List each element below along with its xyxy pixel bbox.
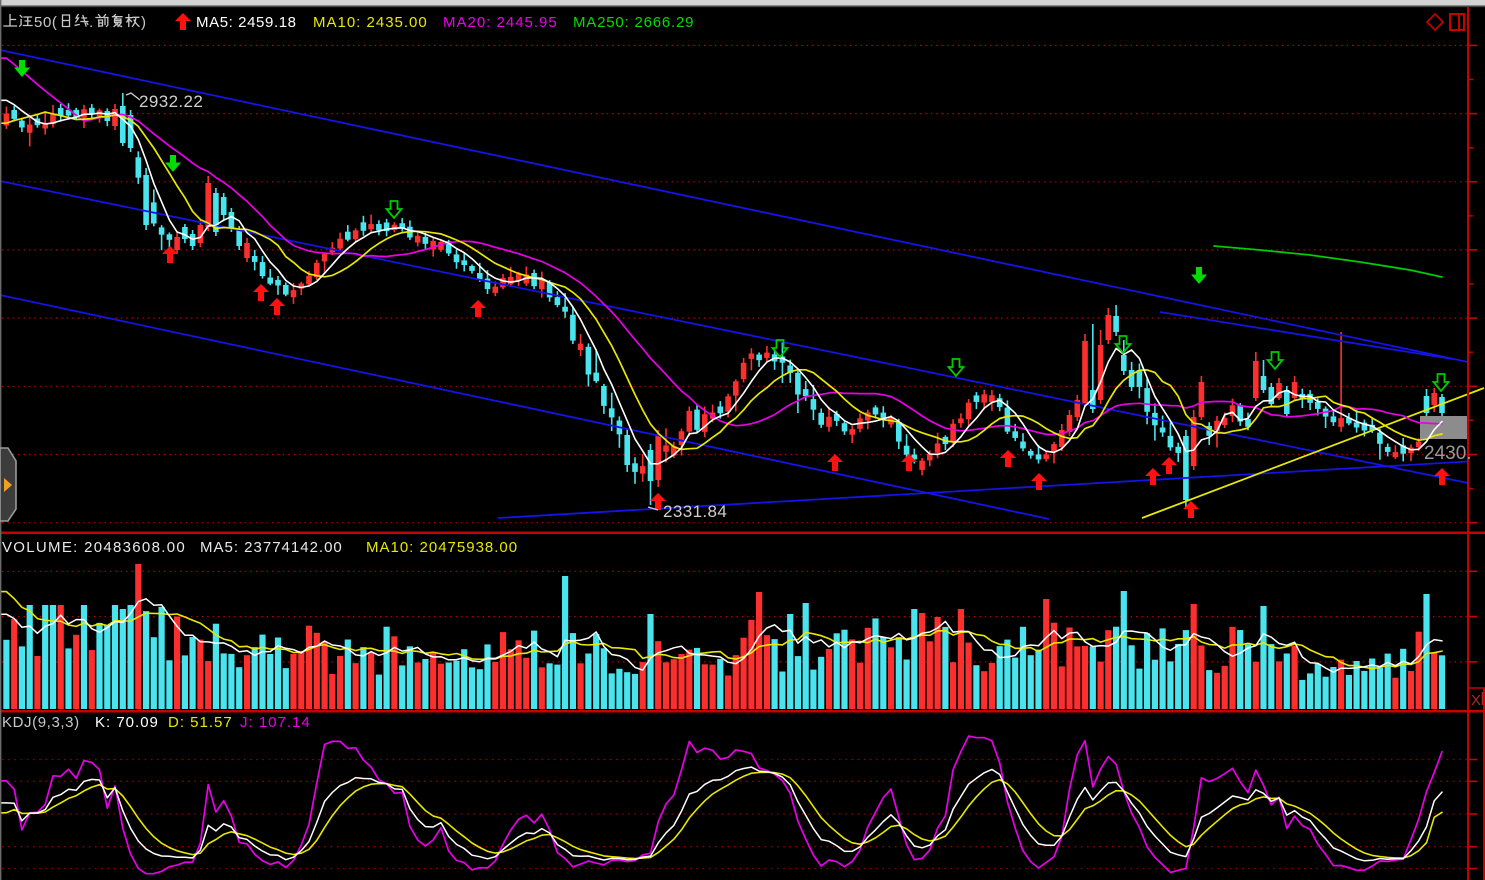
svg-text:X: X <box>1471 692 1481 709</box>
svg-text:KDJ(9,3,3): KDJ(9,3,3) <box>2 714 80 731</box>
svg-text:J: 107.14: J: 107.14 <box>240 714 311 731</box>
svg-text:MA5: 2459.18: MA5: 2459.18 <box>196 14 297 31</box>
svg-text:50(: 50( <box>34 14 57 31</box>
svg-text:VOLUME: 20483608.00: VOLUME: 20483608.00 <box>2 539 186 556</box>
svg-text:.: . <box>89 14 94 31</box>
svg-text:K: 70.09: K: 70.09 <box>95 714 159 731</box>
svg-text:MA250: 2666.29: MA250: 2666.29 <box>573 14 694 31</box>
svg-text:): ) <box>141 14 147 31</box>
svg-text:MA10: 2435.00: MA10: 2435.00 <box>313 14 428 31</box>
svg-text:MA5: 23774142.00: MA5: 23774142.00 <box>200 539 343 556</box>
svg-text:2430.: 2430. <box>1424 443 1472 464</box>
svg-text:MA20: 2445.95: MA20: 2445.95 <box>443 14 558 31</box>
svg-text:D: 51.57: D: 51.57 <box>168 714 233 731</box>
svg-text:2331.84: 2331.84 <box>663 502 727 521</box>
svg-text:MA10: 20475938.00: MA10: 20475938.00 <box>366 539 518 556</box>
svg-text:2932.22: 2932.22 <box>139 92 203 111</box>
